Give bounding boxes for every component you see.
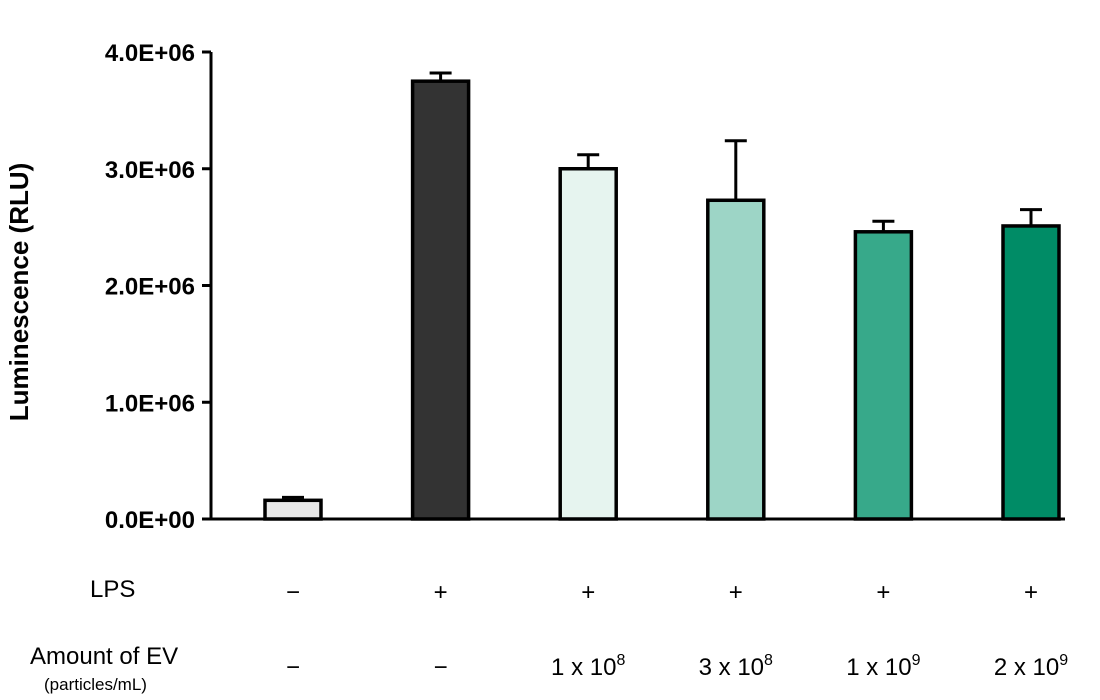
ev-value: − bbox=[434, 654, 448, 681]
y-tick-label: 1.0E+06 bbox=[105, 390, 195, 417]
ev-value: 1 x 109 bbox=[846, 652, 920, 681]
y-tick-label: 4.0E+06 bbox=[105, 40, 195, 67]
y-axis: 0.0E+00 1.0E+06 2.0E+06 3.0E+06 4.0E+06 bbox=[105, 40, 213, 534]
bar bbox=[410, 79, 471, 521]
lps-row-values: − + + + + + bbox=[286, 579, 1038, 606]
ev-row-values: − − 1 x 108 3 x 108 1 x 109 2 x 109 bbox=[286, 652, 1068, 681]
y-tick-label: 2.0E+06 bbox=[105, 274, 195, 301]
bar bbox=[706, 198, 766, 521]
lps-value: − bbox=[286, 579, 300, 606]
ev-value: − bbox=[286, 654, 300, 681]
bar bbox=[1001, 224, 1061, 521]
lps-value: + bbox=[434, 579, 448, 606]
bar bbox=[263, 498, 323, 521]
lps-value: + bbox=[581, 579, 595, 606]
ev-row-sublabel: (particles/mL) bbox=[44, 675, 147, 694]
lps-value: + bbox=[1024, 579, 1038, 606]
bar bbox=[558, 167, 618, 521]
y-tick-label: 3.0E+06 bbox=[105, 157, 195, 184]
ev-value: 2 x 109 bbox=[994, 652, 1068, 681]
ev-value: 3 x 108 bbox=[699, 652, 773, 681]
bars bbox=[263, 71, 1061, 521]
y-axis-title: Luminescence (RLU) bbox=[4, 163, 34, 422]
lps-value: + bbox=[729, 579, 743, 606]
bar bbox=[853, 230, 914, 521]
ev-value: 1 x 108 bbox=[551, 652, 625, 681]
y-tick-label: 0.0E+00 bbox=[105, 507, 195, 534]
lps-value: + bbox=[876, 579, 890, 606]
lps-row-label: LPS bbox=[90, 576, 135, 603]
ev-row-label: Amount of EV bbox=[30, 643, 178, 670]
